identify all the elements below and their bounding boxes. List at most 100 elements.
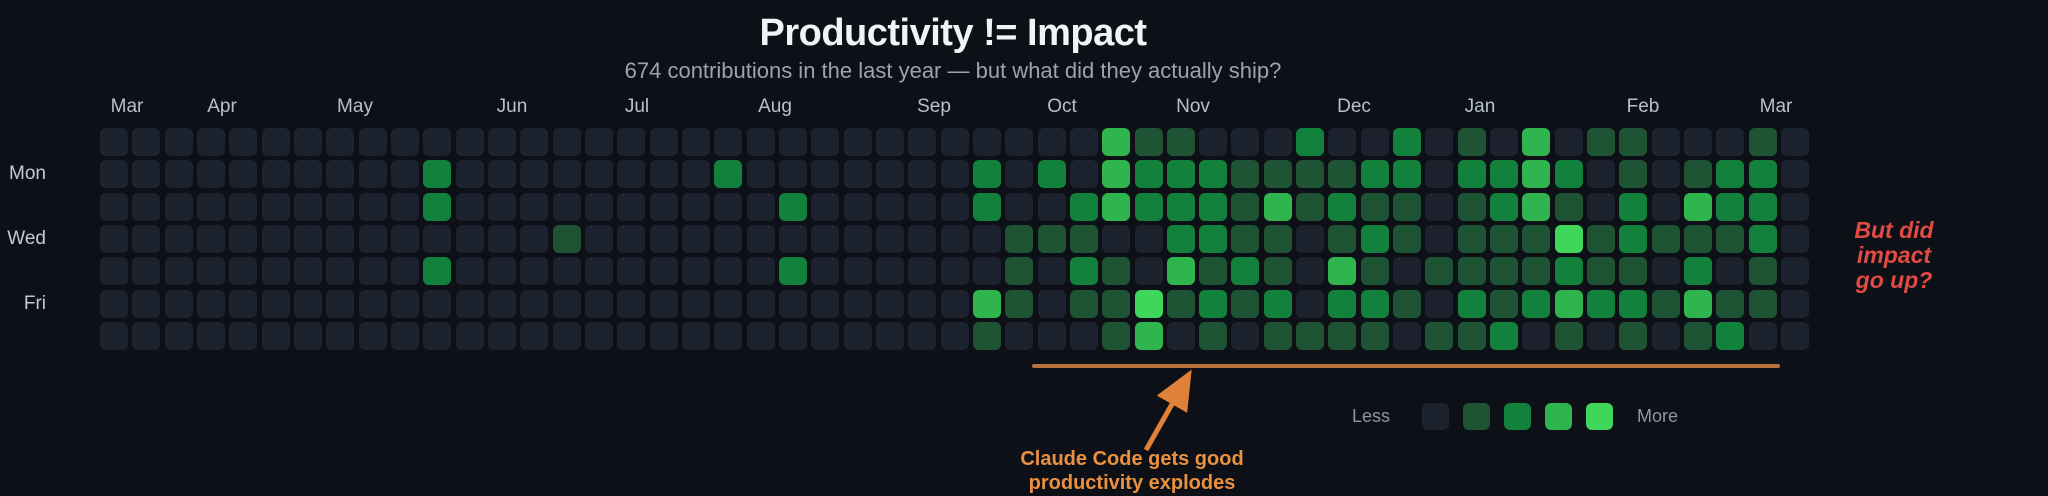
heatmap-cell[interactable]	[1296, 289, 1325, 318]
heatmap-cell[interactable]	[1490, 128, 1519, 156]
heatmap-cell[interactable]	[1102, 257, 1131, 286]
heatmap-cell[interactable]	[1522, 192, 1551, 221]
heatmap-cell[interactable]	[1231, 257, 1260, 286]
heatmap-cell[interactable]	[584, 257, 613, 286]
heatmap-cell[interactable]	[972, 224, 1001, 253]
heatmap-cell[interactable]	[1296, 160, 1325, 189]
heatmap-cell[interactable]	[681, 192, 710, 221]
heatmap-cell[interactable]	[326, 257, 355, 286]
heatmap-cell[interactable]	[972, 321, 1001, 350]
heatmap-cell[interactable]	[1684, 321, 1713, 350]
heatmap-cell[interactable]	[1651, 257, 1680, 286]
heatmap-cell[interactable]	[1716, 289, 1745, 318]
heatmap-cell[interactable]	[940, 192, 969, 221]
heatmap-cell[interactable]	[1328, 289, 1357, 318]
heatmap-cell[interactable]	[1134, 224, 1163, 253]
heatmap-cell[interactable]	[617, 289, 646, 318]
heatmap-cell[interactable]	[1360, 289, 1389, 318]
heatmap-cell[interactable]	[423, 128, 452, 156]
heatmap-cell[interactable]	[1296, 224, 1325, 253]
heatmap-cell[interactable]	[1166, 192, 1195, 221]
heatmap-cell[interactable]	[326, 289, 355, 318]
heatmap-cell[interactable]	[1393, 257, 1422, 286]
heatmap-cell[interactable]	[1651, 128, 1680, 156]
heatmap-cell[interactable]	[681, 160, 710, 189]
heatmap-cell[interactable]	[326, 192, 355, 221]
heatmap-cell[interactable]	[1069, 289, 1098, 318]
heatmap-cell[interactable]	[811, 321, 840, 350]
heatmap-cell[interactable]	[229, 224, 258, 253]
heatmap-cell[interactable]	[1005, 128, 1034, 156]
heatmap-cell[interactable]	[326, 160, 355, 189]
heatmap-cell[interactable]	[1199, 160, 1228, 189]
heatmap-cell[interactable]	[1166, 128, 1195, 156]
heatmap-cell[interactable]	[1199, 321, 1228, 350]
heatmap-cell[interactable]	[908, 224, 937, 253]
heatmap-cell[interactable]	[1069, 257, 1098, 286]
heatmap-cell[interactable]	[746, 321, 775, 350]
heatmap-cell[interactable]	[455, 289, 484, 318]
heatmap-cell[interactable]	[1263, 192, 1292, 221]
heatmap-cell[interactable]	[1781, 289, 1810, 318]
heatmap-cell[interactable]	[1651, 192, 1680, 221]
heatmap-cell[interactable]	[584, 160, 613, 189]
heatmap-cell[interactable]	[972, 289, 1001, 318]
heatmap-cell[interactable]	[455, 321, 484, 350]
heatmap-cell[interactable]	[940, 160, 969, 189]
heatmap-cell[interactable]	[1296, 192, 1325, 221]
heatmap-cell[interactable]	[1587, 321, 1616, 350]
heatmap-cell[interactable]	[940, 321, 969, 350]
heatmap-cell[interactable]	[1781, 257, 1810, 286]
heatmap-cell[interactable]	[1457, 128, 1486, 156]
heatmap-cell[interactable]	[1457, 192, 1486, 221]
heatmap-cell[interactable]	[778, 128, 807, 156]
heatmap-cell[interactable]	[1393, 128, 1422, 156]
heatmap-cell[interactable]	[1360, 224, 1389, 253]
heatmap-cell[interactable]	[520, 224, 549, 253]
heatmap-cell[interactable]	[487, 128, 516, 156]
heatmap-cell[interactable]	[261, 257, 290, 286]
heatmap-cell[interactable]	[1716, 224, 1745, 253]
heatmap-cell[interactable]	[714, 128, 743, 156]
heatmap-cell[interactable]	[811, 224, 840, 253]
heatmap-cell[interactable]	[100, 224, 128, 253]
heatmap-cell[interactable]	[778, 321, 807, 350]
heatmap-cell[interactable]	[1587, 257, 1616, 286]
heatmap-cell[interactable]	[746, 224, 775, 253]
heatmap-cell[interactable]	[1619, 160, 1648, 189]
heatmap-cell[interactable]	[1748, 128, 1777, 156]
heatmap-cell[interactable]	[520, 160, 549, 189]
heatmap-cell[interactable]	[1490, 289, 1519, 318]
heatmap-cell[interactable]	[617, 160, 646, 189]
heatmap-cell[interactable]	[132, 321, 161, 350]
heatmap-cell[interactable]	[875, 289, 904, 318]
heatmap-cell[interactable]	[358, 160, 387, 189]
heatmap-cell[interactable]	[1199, 128, 1228, 156]
heatmap-cell[interactable]	[1231, 224, 1260, 253]
heatmap-cell[interactable]	[1199, 224, 1228, 253]
heatmap-cell[interactable]	[617, 192, 646, 221]
heatmap-cell[interactable]	[100, 289, 128, 318]
heatmap-cell[interactable]	[261, 160, 290, 189]
heatmap-cell[interactable]	[1522, 289, 1551, 318]
heatmap-cell[interactable]	[843, 321, 872, 350]
heatmap-cell[interactable]	[875, 128, 904, 156]
heatmap-cell[interactable]	[1716, 160, 1745, 189]
heatmap-cell[interactable]	[1587, 160, 1616, 189]
heatmap-cell[interactable]	[1166, 257, 1195, 286]
heatmap-cell[interactable]	[1522, 321, 1551, 350]
heatmap-cell[interactable]	[455, 128, 484, 156]
heatmap-cell[interactable]	[1490, 257, 1519, 286]
heatmap-cell[interactable]	[229, 128, 258, 156]
heatmap-cell[interactable]	[1781, 160, 1810, 189]
heatmap-cell[interactable]	[778, 224, 807, 253]
heatmap-cell[interactable]	[1716, 192, 1745, 221]
heatmap-cell[interactable]	[649, 289, 678, 318]
heatmap-cell[interactable]	[1134, 192, 1163, 221]
heatmap-cell[interactable]	[681, 321, 710, 350]
heatmap-cell[interactable]	[423, 224, 452, 253]
heatmap-cell[interactable]	[100, 321, 128, 350]
heatmap-cell[interactable]	[1425, 321, 1454, 350]
heatmap-cell[interactable]	[1781, 321, 1810, 350]
heatmap-cell[interactable]	[358, 257, 387, 286]
